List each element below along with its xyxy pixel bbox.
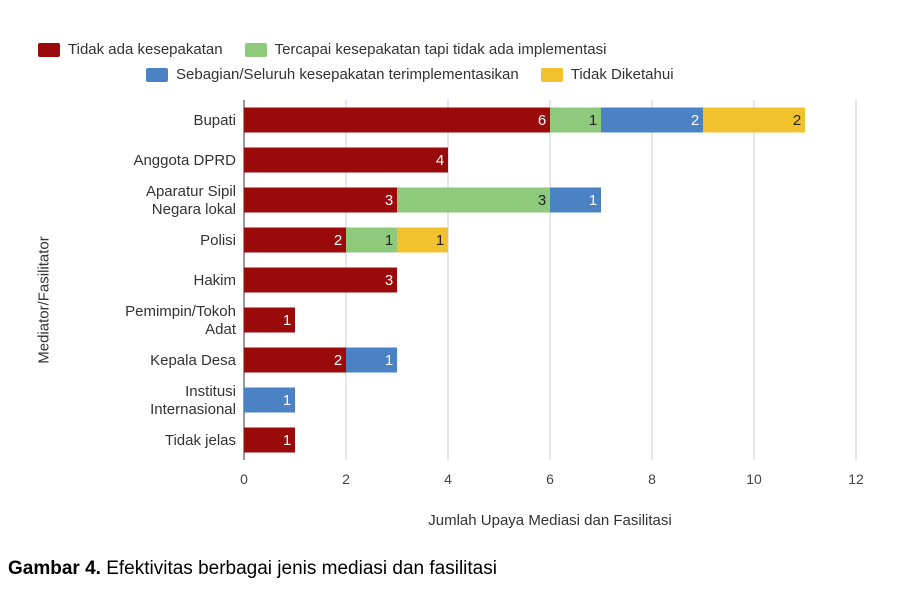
bar-segment [346, 227, 397, 253]
y-tick-label: Hakim [193, 272, 236, 289]
data-label: 1 [283, 312, 291, 329]
bar-segment [397, 187, 550, 213]
x-tick-label: 6 [546, 471, 554, 487]
legend-item-tidak-ada-kesepakatan: Tidak ada kesepakatan [38, 41, 223, 58]
y-axis-label: Mediator/Fasilitator [35, 236, 53, 364]
y-tick-label: Tidak jelas [165, 432, 236, 449]
data-label: 1 [385, 352, 393, 369]
bar-segment [550, 187, 601, 213]
data-label: 1 [589, 112, 597, 129]
bar-segment [244, 227, 346, 253]
legend-item-tercapai-kesepakatan: Tercapai kesepakatan tapi tidak ada impl… [244, 41, 607, 58]
data-label: 3 [385, 192, 393, 209]
data-label: 4 [436, 152, 444, 169]
x-tick-label: 4 [444, 471, 452, 487]
data-label: 2 [334, 352, 342, 369]
bar-segment [346, 347, 397, 373]
legend-swatch [244, 42, 267, 57]
x-tick-label: 10 [746, 471, 762, 487]
data-label: 1 [436, 232, 444, 249]
x-tick-label: 12 [848, 471, 864, 487]
bar-segment [244, 107, 550, 133]
legend-label: Tidak Diketahui [570, 66, 674, 83]
bar-segment [244, 387, 295, 413]
x-tick-label: 8 [648, 471, 656, 487]
x-axis-label: Jumlah Upaya Mediasi dan Fasilitasi [428, 512, 672, 529]
legend-row-1: Tidak ada kesepakatan Tercapai kesepakat… [38, 41, 628, 58]
legend-item-terimplementasikan: Sebagian/Seluruh kesepakatan terimplemen… [146, 66, 519, 83]
caption-label: Gambar 4. [8, 558, 101, 579]
legend-swatch [146, 67, 168, 82]
bar-segment [601, 107, 703, 133]
bar-segment [703, 107, 805, 133]
data-label: 2 [793, 112, 801, 129]
data-label: 1 [283, 392, 291, 409]
data-label: 3 [538, 192, 546, 209]
caption-text: Efektivitas berbagai jenis mediasi dan f… [100, 558, 497, 579]
legend-item-tidak-diketahui: Tidak Diketahui [540, 66, 674, 83]
y-tick-label: Polisi [200, 232, 236, 249]
legend-label: Tidak ada kesepakatan [68, 41, 223, 58]
y-tick-label: Bupati [193, 112, 236, 129]
bar-segment [550, 107, 601, 133]
y-tick-label: Aparatur Sipil Negara lokal [146, 183, 236, 218]
data-label: 1 [385, 232, 393, 249]
y-tick-label: Pemimpin/Tokoh Adat [125, 303, 237, 338]
bar-segment [244, 347, 346, 373]
y-tick-label: Anggota DPRD [133, 152, 236, 169]
x-tick-label: 2 [342, 471, 350, 487]
legend-label: Sebagian/Seluruh kesepakatan terimplemen… [176, 66, 519, 83]
legend-row-2: Sebagian/Seluruh kesepakatan terimplemen… [146, 66, 696, 83]
data-label: 2 [334, 232, 342, 249]
bar-segment [244, 267, 397, 293]
y-tick-label: Institusi Internasional [150, 383, 236, 418]
bar-segment [244, 427, 295, 453]
data-label: 2 [691, 112, 699, 129]
legend-label: Tercapai kesepakatan tapi tidak ada impl… [274, 41, 607, 58]
figure-caption: Gambar 4. Efektivitas berbagai jenis med… [8, 558, 497, 580]
bar-segment [244, 147, 448, 173]
data-label: 1 [283, 432, 291, 449]
x-tick-label: 0 [240, 471, 248, 487]
y-tick-label: Kepala Desa [150, 352, 237, 369]
legend-swatch [38, 42, 60, 57]
bar-segment [244, 187, 397, 213]
data-label: 3 [385, 272, 393, 289]
bar-segment [397, 227, 448, 253]
data-label: 1 [589, 192, 597, 209]
data-label: 6 [538, 112, 546, 129]
bar-segment [244, 307, 295, 333]
legend-swatch [540, 67, 563, 82]
